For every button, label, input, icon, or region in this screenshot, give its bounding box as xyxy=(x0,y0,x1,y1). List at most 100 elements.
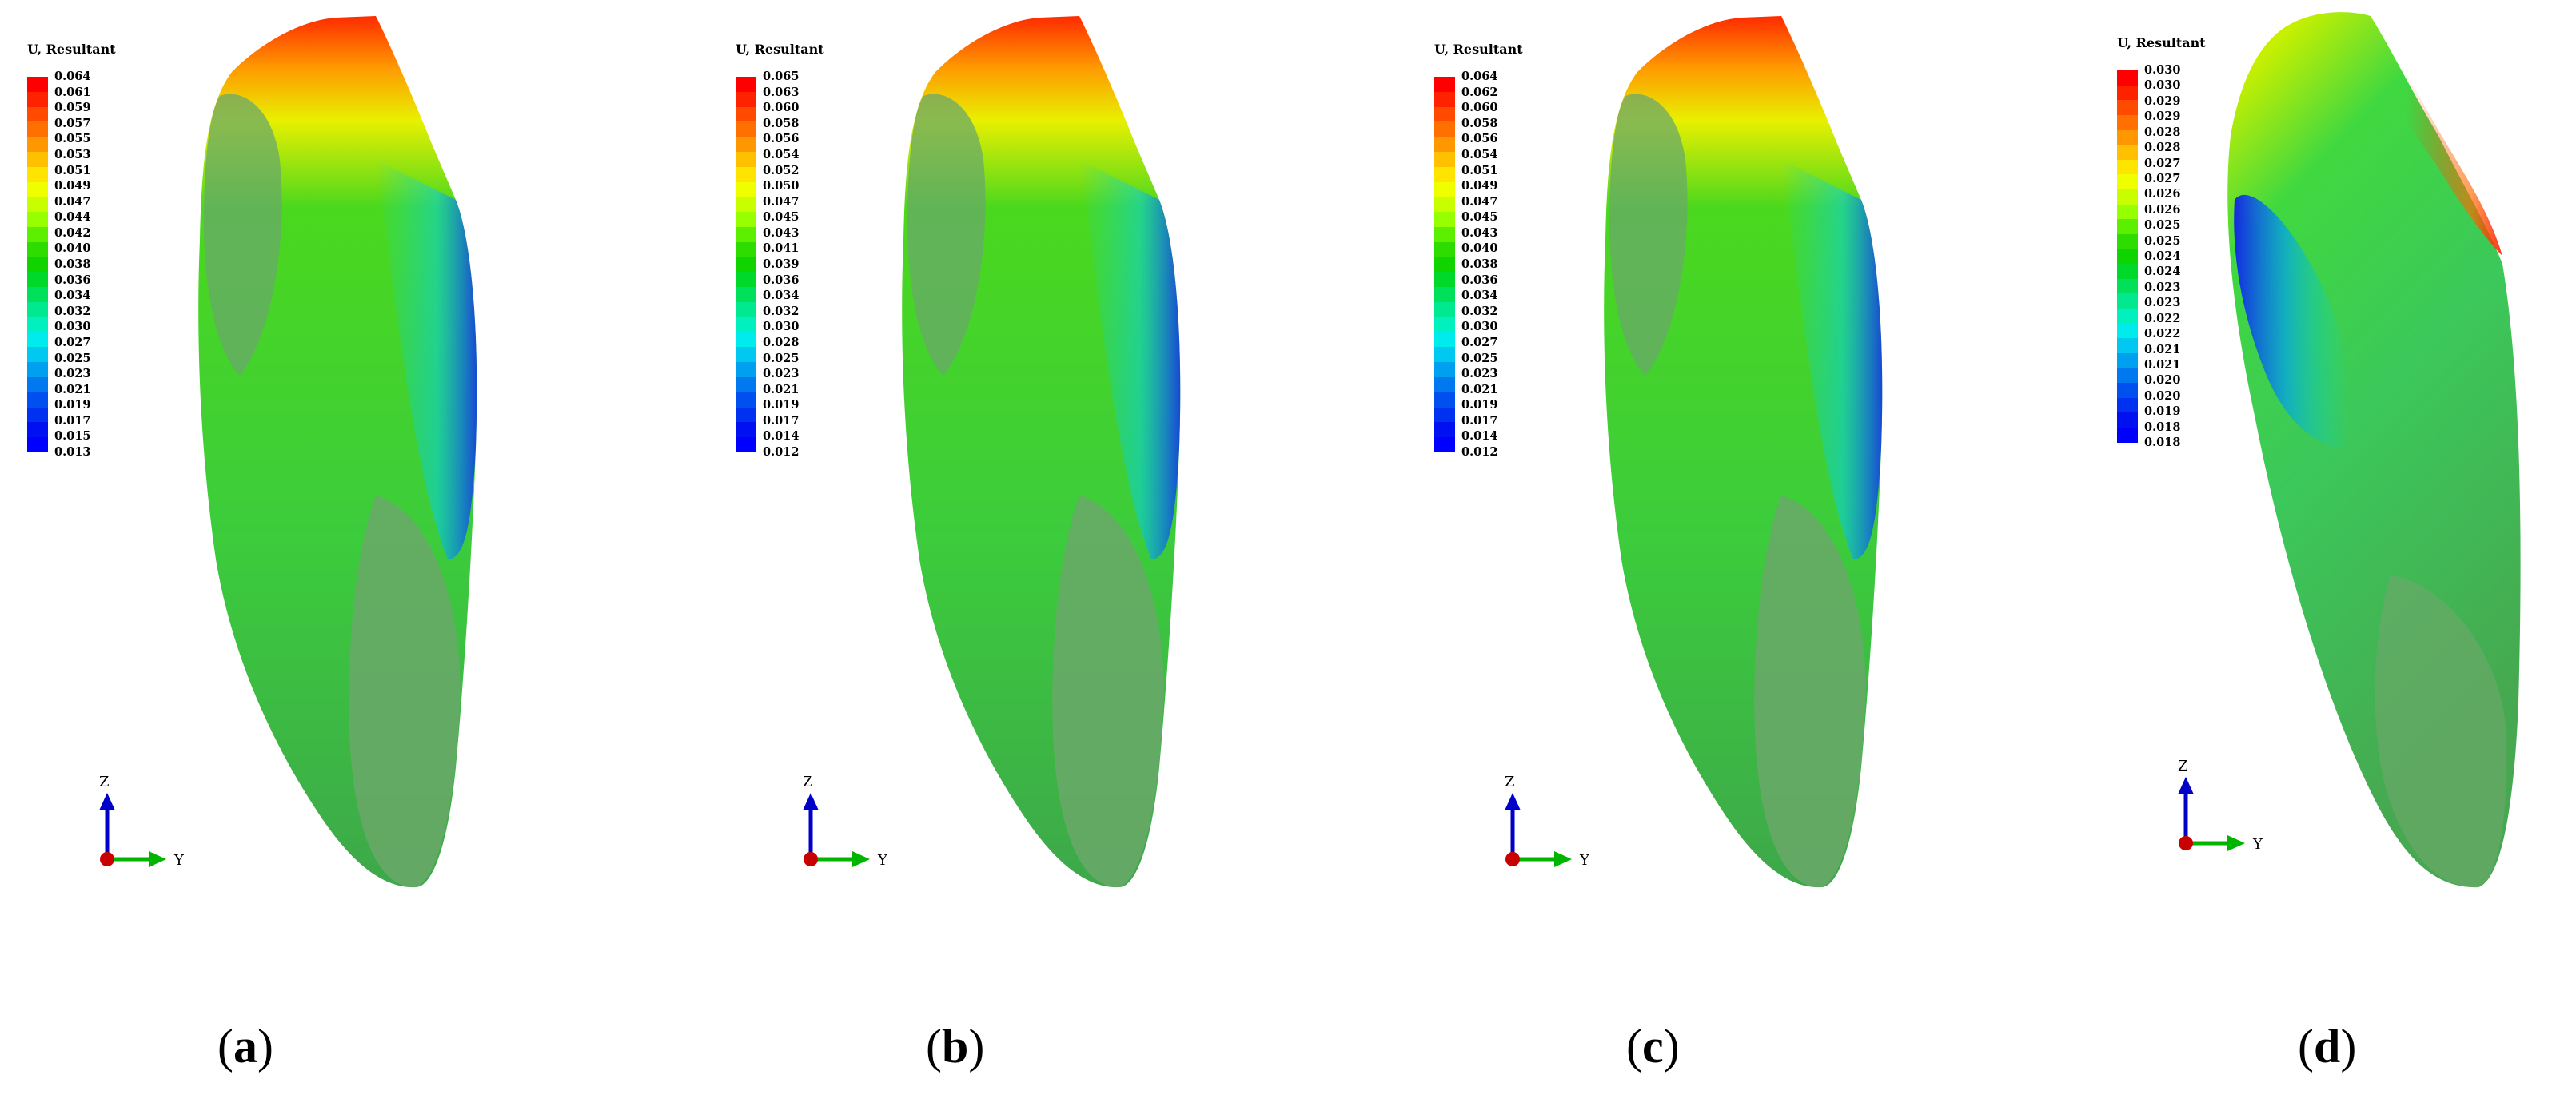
legend-swatch xyxy=(736,317,756,332)
legend-title: U, Resultant xyxy=(1434,42,1523,57)
legend-value: 0.060 xyxy=(763,100,800,114)
legend-value: 0.021 xyxy=(2144,342,2181,356)
legend-value: 0.054 xyxy=(763,147,800,161)
legend-swatch xyxy=(1434,151,1455,167)
legend-value: 0.036 xyxy=(54,273,91,287)
legend-swatch xyxy=(736,422,756,438)
legend-swatch xyxy=(2117,352,2138,368)
legend-swatch xyxy=(27,347,48,363)
legend-value: 0.030 xyxy=(763,320,800,334)
axis-y-label: Y xyxy=(2252,836,2263,853)
axis-z-label: Z xyxy=(2178,759,2188,774)
tooth-root-shade xyxy=(349,496,461,888)
axis-y-label: Y xyxy=(173,852,185,869)
legend-title: U, Resultant xyxy=(27,42,116,57)
legend-value: 0.043 xyxy=(1461,225,1498,240)
legend-value: 0.027 xyxy=(2144,156,2181,170)
legend-swatch xyxy=(2117,204,2138,220)
legend-value: 0.019 xyxy=(2144,404,2181,418)
legend-value: 0.021 xyxy=(1461,382,1498,396)
legend-value: 0.028 xyxy=(2144,125,2181,139)
legend-swatch xyxy=(27,137,48,152)
legend-value: 0.017 xyxy=(54,413,91,428)
tooth-left-shade xyxy=(1609,94,1688,376)
legend-value: 0.019 xyxy=(54,398,91,412)
legend-value: 0.064 xyxy=(1461,69,1498,83)
legend-swatch xyxy=(2117,428,2138,443)
panel-caption: (a) xyxy=(217,1020,273,1073)
panel-c: U, Resultant 0.064 0.062 0.060 0.058 0.056 0.… xyxy=(1406,0,2049,1103)
legend-swatch xyxy=(27,392,48,408)
legend-swatch xyxy=(2117,309,2138,324)
legend-value: 0.036 xyxy=(763,273,800,287)
legend-value: 0.040 xyxy=(54,241,91,256)
legend-value: 0.025 xyxy=(1461,351,1498,365)
legend-swatch xyxy=(27,301,48,317)
legend-swatch xyxy=(1434,347,1455,363)
legend-title: U, Resultant xyxy=(736,42,824,57)
legend-value: 0.047 xyxy=(1461,194,1498,209)
legend-swatch xyxy=(736,392,756,408)
legend-value: 0.028 xyxy=(2144,140,2181,154)
legend-swatch xyxy=(1434,332,1455,348)
legend-swatch xyxy=(2117,397,2138,413)
legend-value: 0.013 xyxy=(54,444,91,459)
legend-swatch xyxy=(1434,181,1455,197)
legend-value: 0.050 xyxy=(763,178,800,193)
legend-swatch xyxy=(27,332,48,348)
tooth-root-shade xyxy=(2375,575,2507,888)
legend-swatch xyxy=(1434,226,1455,242)
legend-value: 0.021 xyxy=(54,382,91,396)
axis-z-label: Z xyxy=(803,775,813,790)
legend-swatch xyxy=(1434,392,1455,408)
tooth-top-red xyxy=(2291,12,2502,257)
legend-swatch xyxy=(27,212,48,227)
coordinate-triad: Z Y xyxy=(803,775,888,869)
legend-value: 0.045 xyxy=(763,210,800,224)
legend-value: 0.029 xyxy=(2144,94,2181,108)
legend-value: 0.012 xyxy=(763,444,800,459)
legend-swatch xyxy=(27,106,48,122)
legend-swatch xyxy=(1434,422,1455,438)
legend-swatch xyxy=(736,376,756,392)
tooth-left-shade xyxy=(204,94,282,376)
legend-swatch xyxy=(2117,323,2138,339)
legend-swatch xyxy=(1434,137,1455,152)
legend-swatch xyxy=(736,91,756,107)
legend-value: 0.049 xyxy=(54,178,91,193)
legend-value: 0.017 xyxy=(763,413,800,428)
legend-value: 0.018 xyxy=(2144,435,2181,449)
legend-swatch xyxy=(27,422,48,438)
legend-swatch xyxy=(2117,249,2138,265)
tooth-root-shade xyxy=(1052,496,1164,888)
legend-value: 0.026 xyxy=(2144,202,2181,217)
legend-value: 0.022 xyxy=(2144,311,2181,325)
legend-value: 0.061 xyxy=(54,85,91,99)
coordinate-triad: Z Y xyxy=(1505,775,1590,869)
legend-swatch xyxy=(1434,212,1455,227)
legend-value: 0.045 xyxy=(1461,210,1498,224)
legend-swatch xyxy=(2117,293,2138,309)
legend-value: 0.025 xyxy=(763,351,800,365)
legend-swatch xyxy=(27,77,48,92)
legend-value: 0.055 xyxy=(54,132,91,146)
panel-a: U, Resultant 0.064 0.061 0.059 0.057 0.055 0.… xyxy=(0,0,644,1103)
tooth-side-gradient xyxy=(1781,160,1883,559)
legend-swatch xyxy=(2117,100,2138,115)
legend-swatch xyxy=(27,226,48,242)
legend-swatch xyxy=(27,362,48,377)
legend-value: 0.017 xyxy=(1461,413,1498,428)
legend-swatch xyxy=(1434,437,1455,452)
legend-swatch xyxy=(2117,189,2138,205)
legend-value: 0.052 xyxy=(763,163,800,177)
legend-swatch xyxy=(27,376,48,392)
legend-value: 0.019 xyxy=(763,398,800,412)
panel-b: U, Resultant 0.065 0.063 0.060 0.058 0.056 0.… xyxy=(704,0,1347,1103)
legend-swatch xyxy=(1434,407,1455,423)
legend-swatch xyxy=(1434,272,1455,288)
legend-swatch xyxy=(736,121,756,137)
legend-swatch xyxy=(736,137,756,152)
legend-value: 0.034 xyxy=(1461,288,1498,302)
legend-swatch xyxy=(736,166,756,182)
legend-swatch xyxy=(27,317,48,332)
